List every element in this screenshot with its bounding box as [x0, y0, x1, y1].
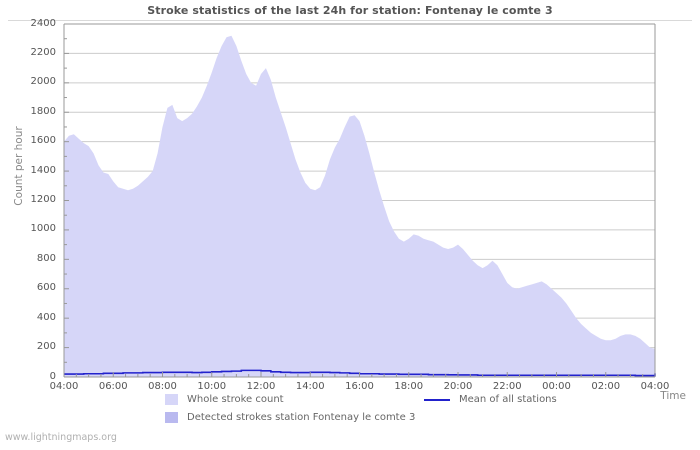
y-tick-label: 800: [36, 252, 56, 264]
legend-item-detected-strokes-station: Detected strokes station Fontenay le com…: [165, 412, 415, 423]
chart-title: Stroke statistics of the last 24h for st…: [147, 4, 553, 17]
x-tick-label: 22:00: [492, 381, 522, 392]
x-tick-label: 06:00: [98, 381, 128, 392]
title-divider: [8, 20, 692, 21]
legend-label-detected-strokes-station: Detected strokes station Fontenay le com…: [187, 412, 416, 423]
y-tick-label: 2000: [30, 76, 56, 88]
x-tick-label: 12:00: [246, 381, 276, 392]
y-tick-label: 1600: [30, 135, 56, 147]
x-axis-label: Time: [660, 390, 686, 402]
x-tick-label: 18:00: [394, 381, 424, 392]
legend-item-whole-stroke-count: Whole stroke count: [165, 394, 284, 405]
x-tick-label: 14:00: [295, 381, 325, 392]
legend-swatch-whole-stroke-count: [165, 394, 178, 405]
y-tick-label: 2200: [30, 46, 56, 58]
x-tick-label: 04:00: [640, 381, 670, 392]
x-tick-label: 20:00: [443, 381, 473, 392]
x-tick-label: 16:00: [345, 381, 374, 392]
x-tick-label: 08:00: [148, 381, 177, 392]
y-tick-label: 600: [36, 282, 56, 294]
legend-line-mean-of-all-stations: [424, 398, 450, 401]
x-tick-label: 04:00: [49, 381, 79, 392]
legend-label-mean-of-all-stations: Mean of all stations: [459, 394, 557, 405]
y-tick-label: 1000: [30, 223, 56, 235]
chart-legend: Whole stroke count Mean of all stations …: [0, 392, 700, 426]
x-tick-label: 10:00: [197, 381, 227, 392]
y-tick-label: 1400: [30, 164, 56, 176]
y-tick-label: 1200: [30, 194, 56, 205]
legend-swatch-detected-strokes-station: [165, 412, 178, 423]
y-tick-label: 400: [36, 311, 56, 323]
x-tick-label: 00:00: [542, 381, 571, 392]
y-tick-label: 200: [36, 341, 56, 353]
x-tick-label: 02:00: [591, 381, 621, 392]
legend-item-mean-of-all-stations: Mean of all stations: [424, 394, 557, 405]
y-tick-label: 0: [49, 370, 56, 382]
y-tick-label: 1800: [30, 105, 56, 117]
watermark: www.lightningmaps.org: [5, 432, 117, 443]
legend-label-whole-stroke-count: Whole stroke count: [187, 394, 284, 405]
y-tick-label: 2400: [30, 17, 56, 29]
